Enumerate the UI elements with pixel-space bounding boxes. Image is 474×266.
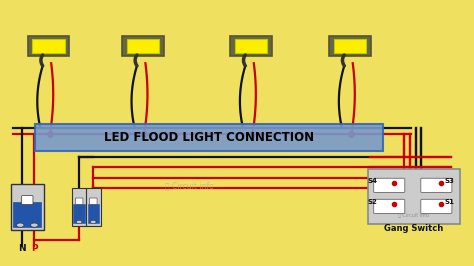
Text: Gang Switch: Gang Switch (384, 224, 443, 233)
FancyBboxPatch shape (90, 198, 97, 204)
FancyBboxPatch shape (368, 169, 460, 224)
FancyBboxPatch shape (73, 204, 85, 223)
Text: N: N (18, 244, 26, 253)
FancyBboxPatch shape (122, 36, 164, 56)
FancyBboxPatch shape (88, 204, 99, 223)
Text: S4: S4 (367, 178, 377, 184)
FancyBboxPatch shape (329, 36, 371, 56)
Text: S3: S3 (444, 178, 454, 184)
FancyBboxPatch shape (374, 178, 405, 193)
FancyBboxPatch shape (235, 39, 267, 53)
FancyBboxPatch shape (10, 184, 44, 230)
FancyBboxPatch shape (86, 188, 101, 226)
Text: LED FLOOD LIGHT CONNECTION: LED FLOOD LIGHT CONNECTION (104, 131, 314, 144)
FancyBboxPatch shape (75, 198, 83, 204)
FancyBboxPatch shape (72, 188, 87, 226)
Circle shape (91, 221, 96, 223)
FancyBboxPatch shape (374, 199, 405, 214)
Text: P: P (31, 244, 38, 253)
Circle shape (76, 221, 82, 223)
Circle shape (17, 223, 24, 227)
FancyBboxPatch shape (230, 36, 272, 56)
Text: Ⓢ Circuit info: Ⓢ Circuit info (165, 181, 214, 190)
FancyBboxPatch shape (421, 178, 452, 193)
FancyBboxPatch shape (22, 196, 33, 205)
FancyBboxPatch shape (334, 39, 366, 53)
FancyBboxPatch shape (421, 199, 452, 214)
FancyBboxPatch shape (27, 36, 69, 56)
FancyBboxPatch shape (127, 39, 159, 53)
Circle shape (31, 223, 38, 227)
Text: Ⓢ Circuit info: Ⓢ Circuit info (398, 213, 429, 218)
Text: S2: S2 (367, 199, 377, 205)
Text: S1: S1 (444, 199, 454, 205)
FancyBboxPatch shape (33, 39, 64, 53)
FancyBboxPatch shape (35, 124, 383, 151)
FancyBboxPatch shape (13, 202, 41, 227)
